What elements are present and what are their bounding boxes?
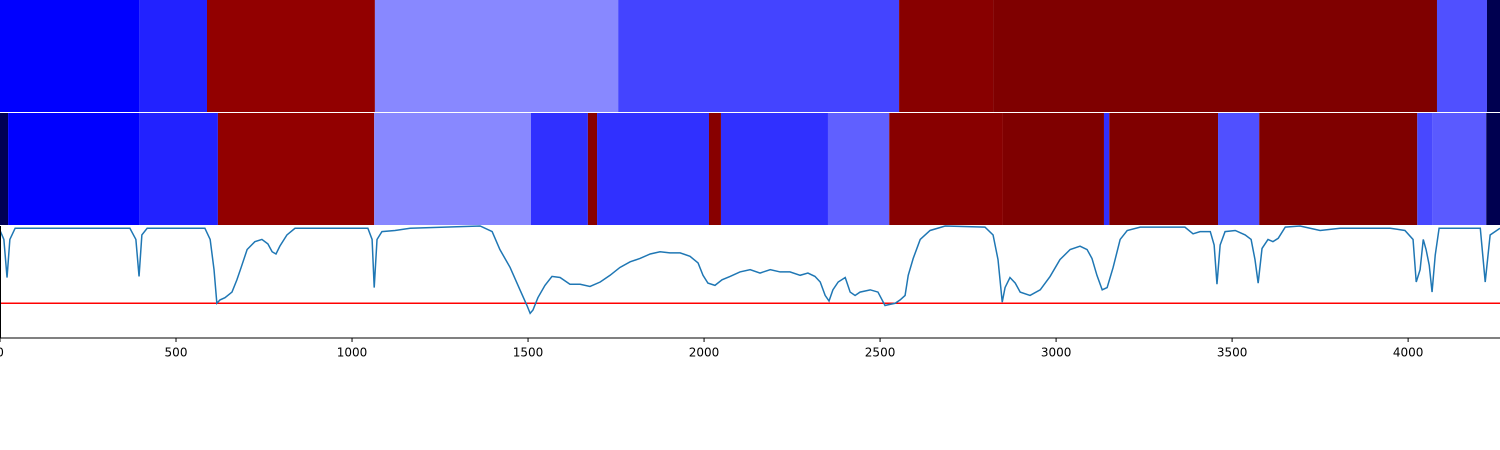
x-tick-label: 3000 <box>1041 346 1072 360</box>
segment <box>206 0 375 112</box>
segment <box>139 113 218 225</box>
segment <box>708 113 721 225</box>
segment <box>1103 113 1110 225</box>
segment <box>374 0 619 112</box>
x-tick-label: 1500 <box>513 346 544 360</box>
segment <box>1436 0 1487 112</box>
segment <box>1432 113 1487 225</box>
segment <box>0 0 140 112</box>
plot-area <box>0 226 1500 338</box>
segment <box>1109 113 1219 225</box>
segment <box>889 113 1003 225</box>
segment <box>217 113 375 225</box>
segment <box>597 113 709 225</box>
x-tick-label: 0 <box>0 346 4 360</box>
x-tick-label: 500 <box>165 346 188 360</box>
segment <box>374 113 531 225</box>
segment <box>1417 113 1433 225</box>
segment <box>587 113 598 225</box>
segment <box>1486 0 1500 112</box>
x-tick-label: 4000 <box>1393 346 1424 360</box>
segment <box>618 0 900 112</box>
x-tick-label: 1000 <box>337 346 368 360</box>
segment <box>720 113 828 225</box>
x-tick-label: 3500 <box>1217 346 1248 360</box>
segment <box>1486 113 1500 225</box>
segment <box>1218 113 1260 225</box>
segment <box>1002 113 1104 225</box>
segment <box>0 113 9 225</box>
segment <box>139 0 207 112</box>
segment <box>827 113 890 225</box>
x-tick-label: 2500 <box>865 346 896 360</box>
segment <box>899 0 994 112</box>
data-line <box>0 225 1500 315</box>
segment <box>1259 113 1418 225</box>
segment <box>8 113 140 225</box>
segment <box>993 0 1437 112</box>
segment <box>530 113 588 225</box>
x-tick-label: 2000 <box>689 346 720 360</box>
